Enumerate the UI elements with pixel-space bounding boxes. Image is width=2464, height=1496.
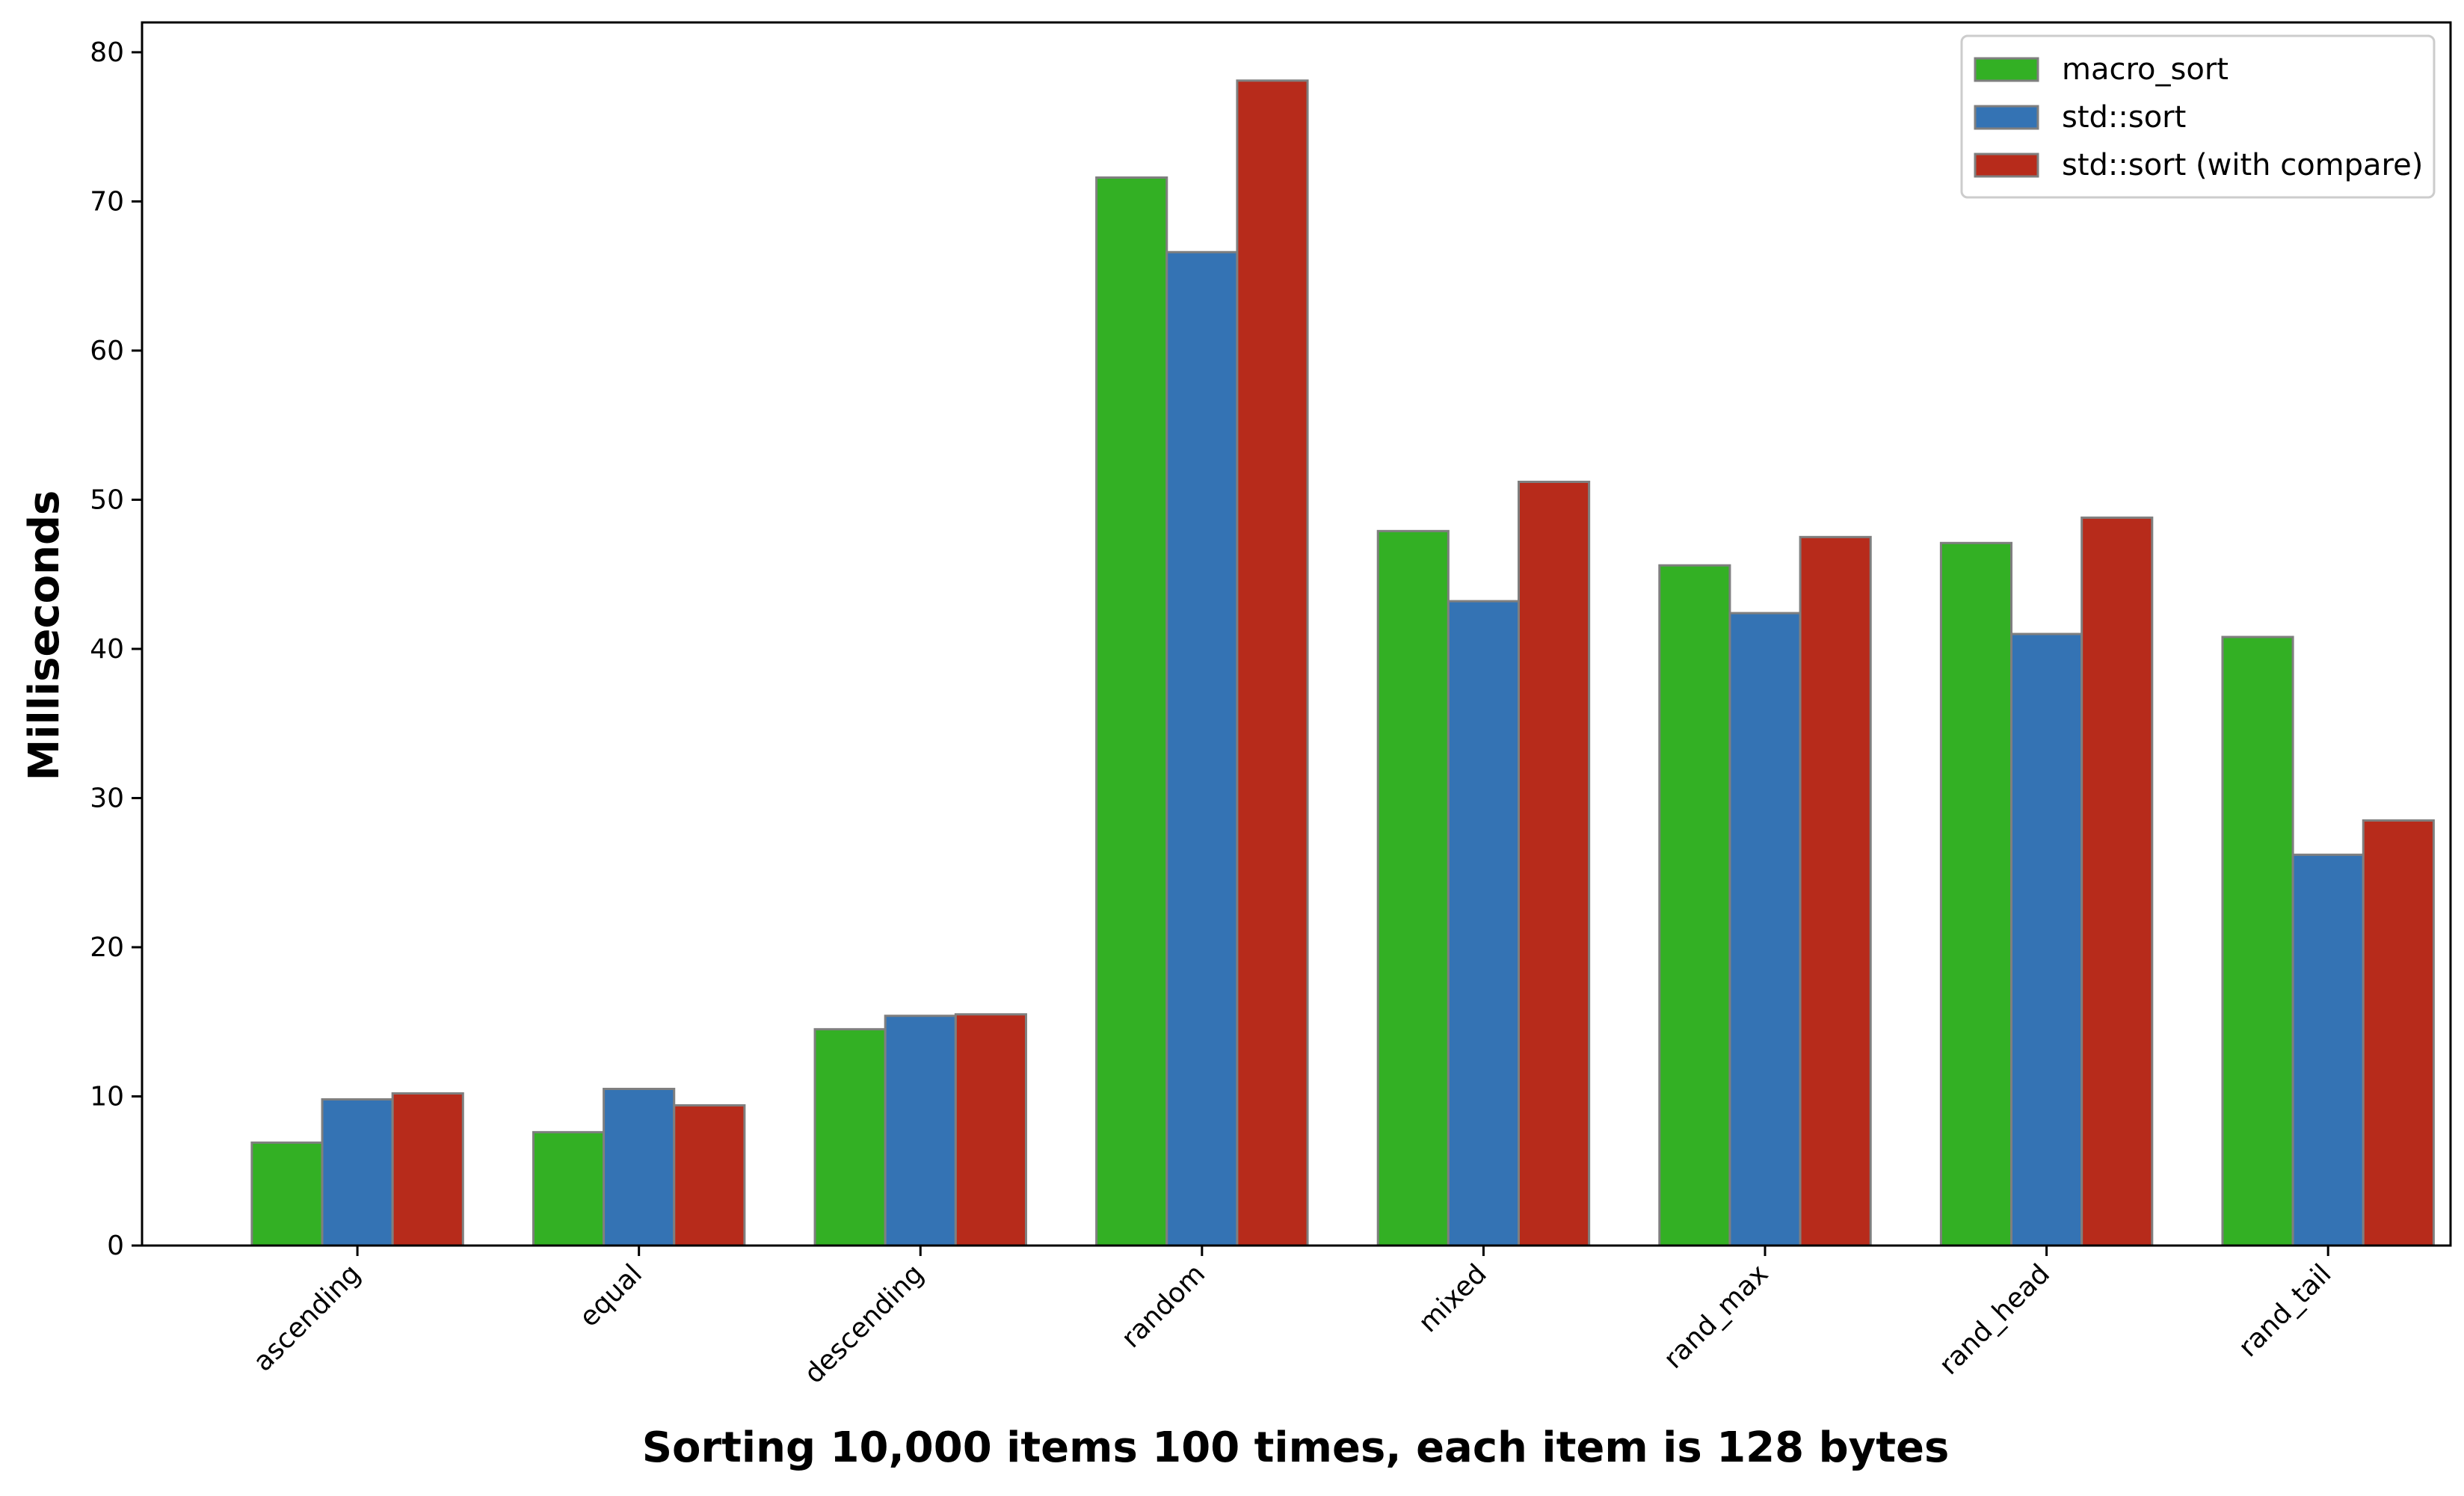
x-tick-label: random [1115,1258,1211,1354]
y-tick-label: 10 [90,1081,124,1112]
bar-descending-3 [954,1013,1027,1247]
y-tick-label: 20 [90,932,124,963]
y-tick-label: 70 [90,186,124,217]
y-axis-title: Milliseconds [20,490,69,781]
y-tick-label: 50 [90,484,124,515]
legend-swatch-3 [1974,153,2039,178]
bar-equal-2 [603,1088,676,1247]
y-axis: 0 10 20 30 40 50 60 70 80 [90,37,142,1261]
bar-mixed-3 [1518,480,1591,1247]
bar-ascending-2 [321,1098,394,1247]
bar-rand_max-2 [1728,612,1802,1247]
bar-rand_tail-2 [2291,853,2365,1247]
bar-mixed-1 [1376,529,1450,1247]
legend-box [1960,34,2436,199]
bar-ascending-1 [250,1141,324,1247]
x-tick-label: rand_max [1658,1258,1775,1375]
legend-label-3: std::sort (with compare) [2062,148,2423,182]
bar-rand_head-1 [1939,541,2013,1247]
bar-random-2 [1165,250,1239,1247]
legend-swatch-2 [1974,105,2039,130]
y-tick-label: 40 [90,634,124,665]
bar-descending-1 [813,1028,887,1247]
bar-rand_head-3 [2080,516,2154,1247]
bar-descending-2 [884,1015,957,1247]
x-tick-label: equal [573,1258,648,1333]
bar-rand_max-1 [1658,564,1731,1247]
x-tick-label: rand_head [1933,1258,2056,1381]
legend-swatch-1 [1974,57,2039,82]
bar-random-3 [1236,79,1309,1247]
bar-rand_tail-1 [2221,635,2294,1247]
x-axis-title: Sorting 10,000 items 100 times, each ite… [642,1423,1950,1472]
x-tick-label: ascending [247,1258,366,1377]
bar-equal-3 [673,1103,746,1247]
x-tick-label: rand_tail [2233,1258,2338,1363]
bar-random-1 [1095,176,1168,1247]
legend-label-1: macro_sort [2062,52,2229,87]
y-tick-label: 0 [107,1231,124,1261]
plot-frame [141,21,2452,1247]
y-tick-label: 30 [90,783,124,813]
bars-group [250,79,2435,1247]
bar-equal-1 [532,1130,606,1247]
y-tick-label: 80 [90,37,124,68]
y-tick-label: 60 [90,336,124,366]
bar-rand_tail-3 [2362,819,2435,1247]
bar-rand_head-2 [2010,632,2083,1247]
x-tick-label: mixed [1413,1258,1493,1338]
legend-label-2: std::sort [2062,100,2186,135]
x-tick-label: descending [798,1258,929,1389]
bar-rand_max-3 [1799,535,1872,1247]
bar-mixed-2 [1447,600,1521,1247]
bar-ascending-3 [391,1092,464,1247]
x-axis: ascending equal descending random mixed rand_… [247,1246,2338,1390]
